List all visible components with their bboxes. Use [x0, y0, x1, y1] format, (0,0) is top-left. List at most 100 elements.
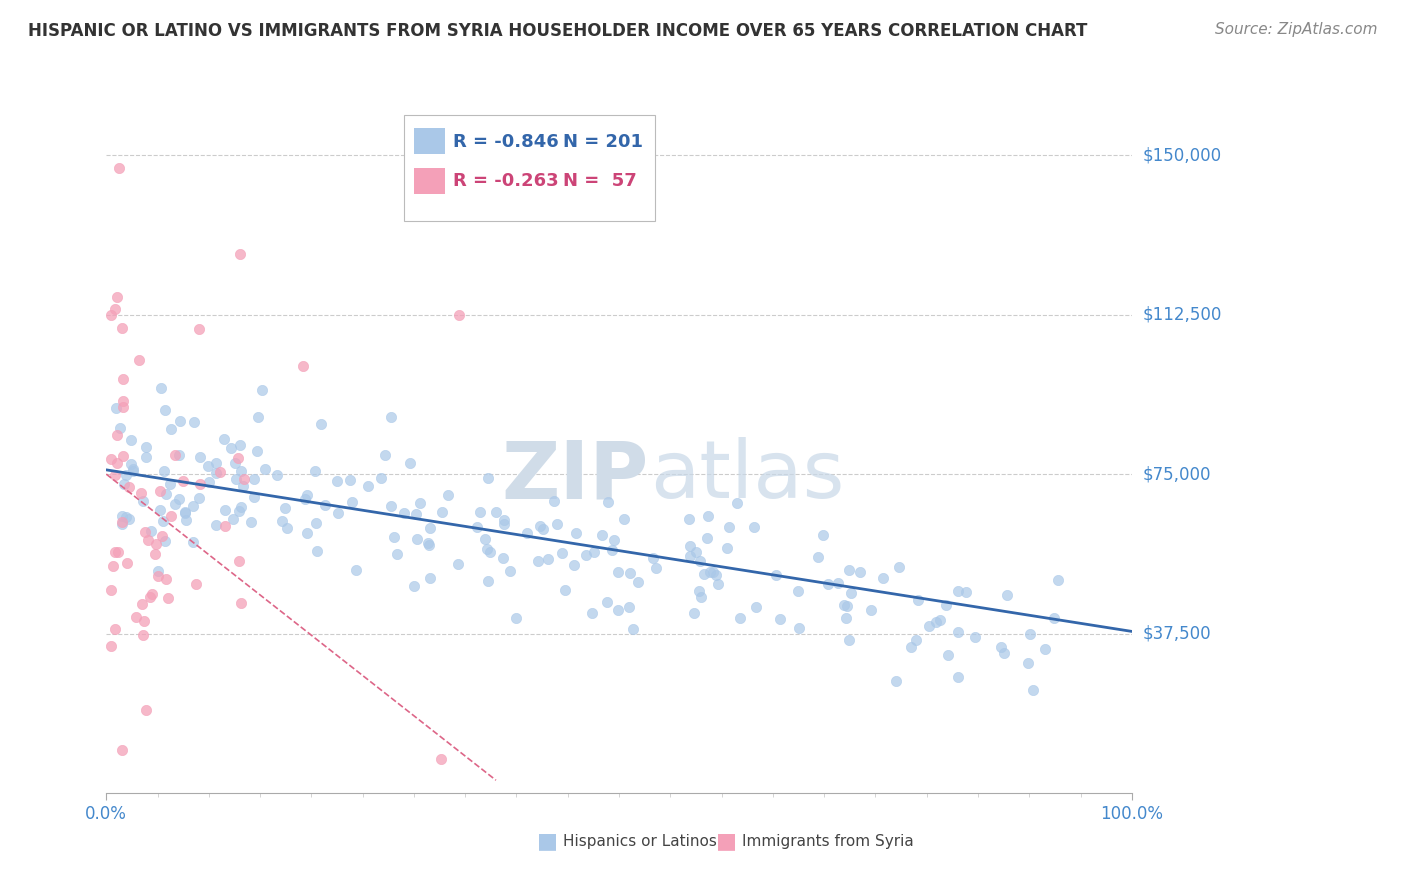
Text: HISPANIC OR LATINO VS IMMIGRANTS FROM SYRIA HOUSEHOLDER INCOME OVER 65 YEARS COR: HISPANIC OR LATINO VS IMMIGRANTS FROM SY… [28, 22, 1087, 40]
Point [229, 247, 252, 261]
Point [405, 533, 427, 547]
Point [887, 559, 910, 574]
Point [385, 547, 408, 561]
Point [835, 599, 858, 613]
Point [205, 466, 228, 480]
Point [935, 599, 957, 613]
Point [149, 503, 172, 517]
Point [305, 544, 328, 558]
Point [603, 533, 626, 547]
Point [155, 533, 177, 548]
Point [1043, 611, 1066, 625]
Point [405, 508, 427, 522]
Point [499, 564, 522, 578]
Point [948, 583, 970, 598]
Point [228, 554, 250, 568]
Point [134, 614, 156, 628]
Point [111, 743, 134, 757]
Point [214, 503, 236, 517]
Point [247, 410, 270, 425]
Point [596, 495, 619, 509]
Point [745, 600, 768, 615]
Point [765, 568, 787, 582]
Point [447, 308, 470, 322]
Point [105, 290, 128, 304]
Point [613, 512, 636, 526]
Point [219, 441, 242, 455]
Text: $150,000: $150,000 [1143, 146, 1222, 164]
Point [105, 456, 128, 470]
Point [581, 606, 603, 620]
Text: ■: ■ [537, 831, 558, 851]
Point [120, 433, 142, 447]
Point [884, 673, 907, 688]
Point [554, 582, 576, 597]
Point [811, 528, 834, 542]
Point [339, 474, 361, 488]
Point [596, 595, 619, 609]
Point [103, 558, 125, 573]
Point [536, 552, 558, 566]
Point [100, 582, 122, 597]
Point [742, 520, 765, 534]
Point [141, 587, 163, 601]
Point [169, 414, 191, 428]
Point [900, 640, 922, 655]
Point [1047, 573, 1070, 587]
Point [494, 513, 516, 527]
Point [232, 479, 254, 493]
Point [965, 631, 987, 645]
Point [135, 440, 157, 454]
Point [132, 628, 155, 642]
Point [112, 477, 135, 491]
Point [155, 487, 177, 501]
Point [139, 591, 162, 605]
FancyBboxPatch shape [413, 128, 444, 154]
Point [730, 611, 752, 625]
Point [128, 353, 150, 368]
Point [505, 611, 527, 625]
Point [100, 639, 122, 653]
Point [155, 572, 177, 586]
Point [418, 538, 440, 552]
Point [430, 505, 453, 519]
Point [266, 468, 288, 483]
Point [181, 499, 204, 513]
Point [229, 500, 252, 514]
Point [242, 472, 264, 486]
Point [186, 577, 208, 591]
Point [295, 488, 318, 502]
Point [172, 474, 194, 488]
Point [342, 495, 364, 509]
Text: $75,000: $75,000 [1143, 465, 1212, 483]
Point [380, 409, 402, 424]
Point [295, 526, 318, 541]
Point [344, 563, 367, 577]
Point [993, 646, 1015, 660]
Point [929, 613, 952, 627]
Point [474, 532, 496, 546]
Point [135, 450, 157, 464]
Point [617, 600, 640, 615]
Point [104, 468, 127, 483]
Point [516, 526, 538, 541]
Point [165, 497, 187, 511]
Point [527, 554, 550, 568]
Point [159, 476, 181, 491]
Point [163, 448, 186, 462]
Point [214, 519, 236, 533]
Point [398, 456, 420, 470]
Point [1022, 683, 1045, 698]
Point [131, 597, 153, 611]
Point [204, 456, 226, 470]
Point [122, 464, 145, 478]
Point [679, 549, 702, 563]
Point [145, 537, 167, 551]
Point [111, 320, 134, 334]
Point [103, 622, 125, 636]
Point [374, 448, 396, 462]
Point [835, 610, 858, 624]
Point [328, 506, 350, 520]
Point [607, 565, 630, 579]
Point [118, 480, 141, 494]
